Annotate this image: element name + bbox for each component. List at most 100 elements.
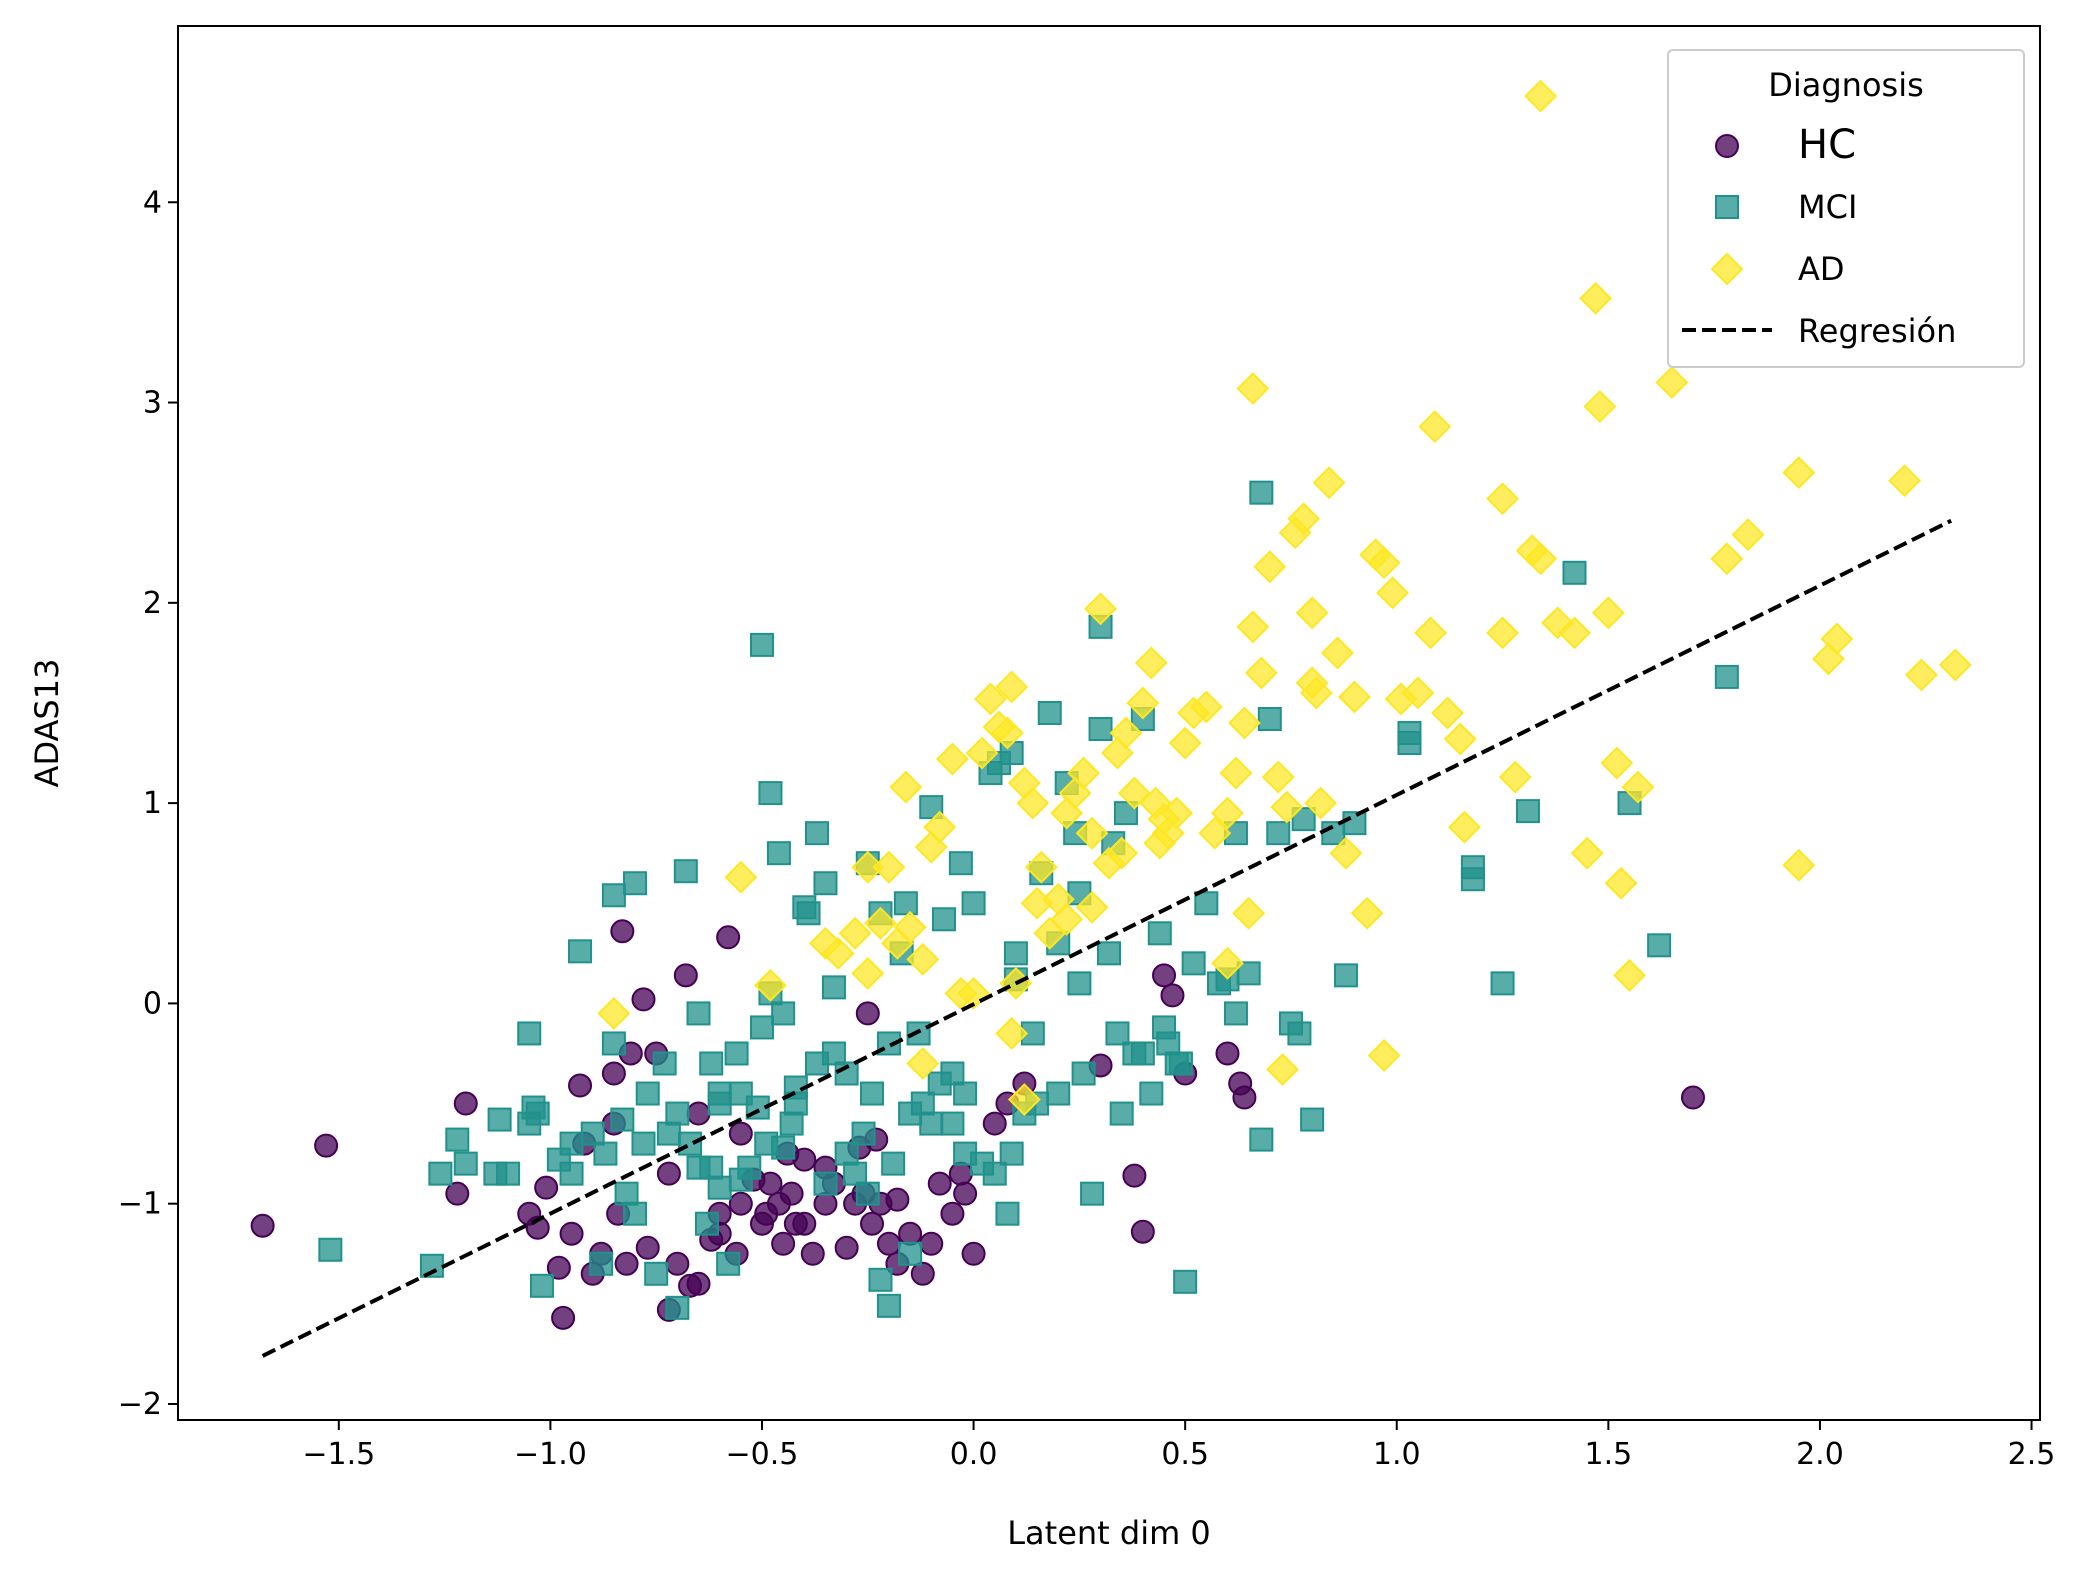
x-axis-label: Latent dim 0 [1007,1514,1211,1552]
point-hc [610,919,635,944]
point-mci [652,1051,677,1076]
point-hc [792,1211,817,1236]
point-ad [1888,464,1921,498]
point-mci [821,1041,846,1066]
point-hc [982,1111,1007,1136]
point-ad [1731,518,1765,552]
legend: Diagnosis HC MCI AD Regresión [1667,49,2025,368]
point-mci [1105,1021,1130,1046]
point-ad [1266,1053,1299,1086]
point-mci [851,1121,876,1146]
point-ad [1524,542,1558,576]
point-mci [623,871,648,896]
point-ad [1600,746,1634,780]
legend-marker-hc [1715,134,1739,158]
point-mci [953,1141,978,1166]
point-mci [631,1131,656,1156]
point-mci [699,1051,724,1076]
point-mci [517,1021,542,1046]
point-ad [1211,946,1244,980]
y-axis: −2 −1 0 1 2 3 4 [118,185,178,1422]
point-hc [445,1181,470,1206]
legend-marker-ad [1710,252,1744,286]
legend-label-hc: HC [1798,122,1856,168]
point-mci [1168,1051,1193,1076]
point-hc [948,1161,973,1186]
point-ad [1211,796,1244,830]
point-mci [1088,717,1113,742]
point-mci [517,1111,542,1136]
point-hc [635,1235,660,1260]
point-mci [995,1201,1020,1226]
point-hc [656,1161,681,1186]
point-mci [1342,811,1367,836]
point-hc [631,987,656,1012]
point-mci [1714,664,1739,689]
point-ad [1583,390,1617,423]
point-ad [1050,902,1084,936]
point-ad [1655,366,1689,399]
point-mci [580,1121,605,1146]
point-ad [1376,576,1409,610]
point-mci [961,891,986,916]
y-tick-label: 2 [143,586,162,621]
point-ad [1367,1039,1401,1072]
point-mci [1003,941,1028,966]
point-mci [749,632,774,657]
point-ad [1558,616,1591,650]
point-mci [487,1107,512,1132]
point-hc [961,1241,986,1266]
legend-box [1667,49,2025,368]
point-ad [1579,281,1613,315]
point-ad [1401,676,1435,710]
point-ad [851,956,885,990]
point-ad [1189,690,1223,724]
point-mci [1147,921,1172,946]
point-mci [1109,1101,1134,1126]
point-mci [728,1167,753,1192]
point-ad [724,860,758,894]
point-ad [1613,958,1646,992]
point-ad [1621,770,1655,804]
point-ad [1782,848,1816,882]
point-mci [673,859,698,884]
point-ad [1253,550,1287,584]
point-mci [1266,821,1291,846]
point-ad [1570,836,1604,870]
point-mci [1490,971,1515,996]
x-tick-label: −1.0 [514,1437,587,1472]
point-mci [1257,706,1282,731]
point-hc [1232,1085,1257,1110]
point-mci [1152,1015,1177,1040]
point-ad [1486,616,1519,650]
point-ad [754,968,787,1002]
point-ad [1710,542,1744,576]
point-mci [445,1127,470,1152]
point-hc [1160,983,1185,1008]
point-mci [656,1121,681,1146]
point-hc [927,1171,952,1196]
point-hc [771,1231,796,1256]
point-mci [919,795,944,820]
point-hc [559,1221,584,1246]
point-ad [1321,636,1354,670]
point-mci [453,1151,478,1176]
y-tick-label: 0 [143,986,162,1021]
point-mci [707,1081,732,1106]
point-mci [868,1267,893,1292]
point-mci [813,871,838,896]
point-ad [965,736,999,770]
point-mci [1236,961,1261,986]
point-ad [1295,596,1329,630]
point-mci [893,891,918,916]
point-mci [860,1081,885,1106]
point-mci [1071,1061,1096,1086]
point-mci [881,1151,906,1176]
point-hc [1215,1041,1240,1066]
point-mci [601,883,626,908]
point-hc [728,1191,753,1216]
legend-label-ad: AD [1798,250,1845,288]
point-ad [1168,726,1202,760]
point-hc [686,1271,711,1296]
point-hc [1680,1085,1705,1110]
